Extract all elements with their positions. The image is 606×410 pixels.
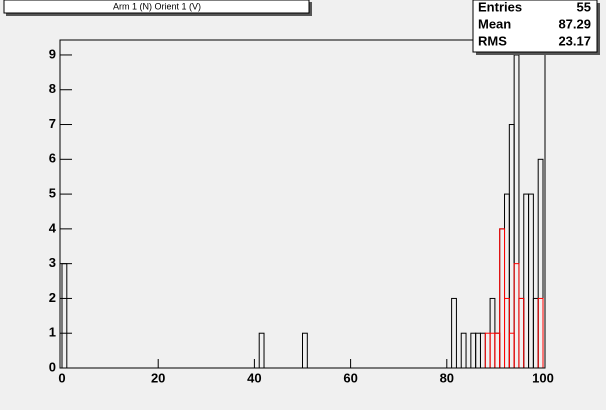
x-tick-label: 20: [151, 370, 165, 385]
stats: Entries 55 Mean 87.29 RMS 23.17: [478, 0, 591, 48]
y-tick-label: 8: [49, 81, 56, 96]
frame: [59, 39, 546, 369]
y-tick-label: 2: [49, 290, 56, 305]
stats-label: RMS: [478, 33, 507, 48]
y-tick-label: 9: [49, 46, 56, 61]
x-tick-label: 60: [343, 370, 357, 385]
y-tick-label: 4: [49, 220, 57, 235]
y-tick-label: 6: [49, 151, 56, 166]
x-tick-label: 40: [247, 370, 261, 385]
stats-value: 23.17: [558, 33, 591, 48]
stats-value: 55: [577, 0, 591, 14]
stats-label: Entries: [478, 0, 522, 14]
x-tick-label: 100: [532, 370, 554, 385]
title-box: [3, 0, 310, 14]
x-tick-label: 80: [440, 370, 454, 385]
y-tick-label: 7: [49, 116, 56, 131]
stats-value: 87.29: [558, 16, 591, 31]
y-tick-label: 1: [49, 325, 56, 340]
y-tick-label: 3: [49, 255, 56, 270]
y-tick-label: 0: [49, 359, 56, 374]
x-tick-label: 0: [58, 370, 65, 385]
y-tick-label: 5: [49, 186, 56, 201]
stats-label: Mean: [478, 16, 511, 31]
stats-box: [472, 0, 598, 53]
chart-title: Arm 1 (N) Orient 1 (V): [113, 1, 201, 11]
